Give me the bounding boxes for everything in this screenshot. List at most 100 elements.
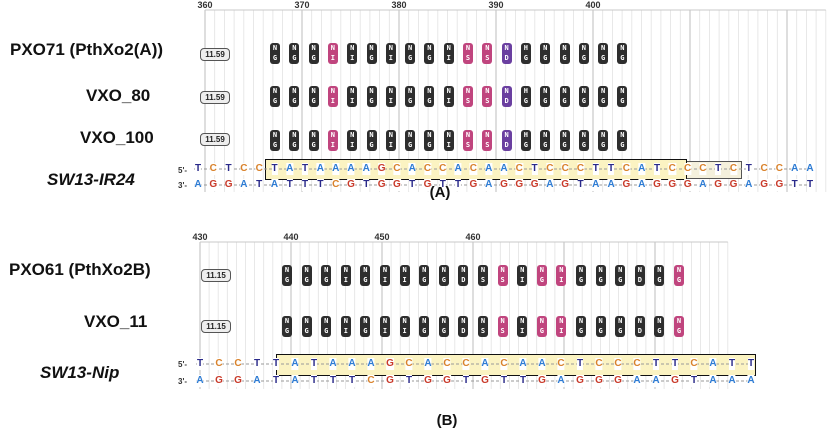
- rvd-residue-12: G: [363, 276, 368, 284]
- rvd-residue-13: N: [562, 131, 567, 139]
- target-label-nip: SW13-Nip: [40, 363, 120, 382]
- reverse-base: G: [386, 375, 394, 387]
- rvd-residue-13: H: [523, 44, 528, 52]
- rvd-residue-13: N: [465, 87, 471, 95]
- rvd-residue-12: S: [485, 97, 490, 105]
- rvd-residue-13: N: [461, 317, 466, 325]
- forward-base: C: [469, 163, 478, 175]
- reverse-base: A: [270, 179, 279, 191]
- reverse-strand-label: 3'-: [178, 181, 188, 190]
- rvd-residue-12: G: [562, 97, 567, 105]
- rvd-residue-13: N: [539, 266, 544, 274]
- score-badge: 11.15: [201, 269, 231, 282]
- reverse-base: T: [363, 179, 370, 191]
- rvd-residue-13: N: [422, 266, 427, 274]
- rvd-residue-12: S: [480, 276, 486, 284]
- rvd-residue-12: G: [407, 97, 413, 105]
- rvd-residue-12: D: [637, 276, 642, 284]
- forward-base: A: [791, 163, 799, 175]
- reverse-base: A: [652, 375, 660, 387]
- forward-base: A: [638, 163, 646, 175]
- rvd-residue-13: N: [407, 131, 413, 139]
- rvd-residue-12: G: [562, 141, 567, 149]
- forward-base: C: [775, 163, 784, 175]
- rvd-residue-13: N: [446, 131, 451, 139]
- reverse-base: G: [377, 179, 386, 191]
- reverse-strand-label: 3'-: [178, 377, 188, 386]
- rvd-residue-12: D: [504, 97, 509, 105]
- rvd-residue-12: G: [363, 327, 368, 335]
- target-label-ir24: SW13-IR24: [47, 170, 135, 189]
- rvd-residue-12: G: [581, 97, 586, 105]
- rvd-residue-12: G: [620, 97, 625, 105]
- rvd-residue-12: I: [520, 327, 525, 335]
- rvd-residue-12: S: [485, 141, 490, 149]
- reverse-base: T: [405, 375, 413, 387]
- rvd-residue-12: G: [311, 97, 316, 105]
- rvd-residue-12: G: [543, 97, 548, 105]
- rvd-residue-12: G: [676, 327, 682, 335]
- forward-base: C: [500, 358, 508, 370]
- rvd-residue-12: D: [504, 54, 509, 62]
- rvd-residue-13: N: [598, 317, 603, 325]
- reverse-base: G: [481, 375, 489, 387]
- row-label-vxo100: VXO_100: [80, 128, 154, 147]
- rvd-residue-12: G: [272, 97, 278, 105]
- forward-base: C: [729, 163, 738, 175]
- rvd-residue-13: N: [465, 131, 471, 139]
- rvd-residue-12: G: [581, 141, 586, 149]
- rvd-residue-13: N: [350, 131, 355, 139]
- rvd-residue-12: G: [539, 327, 544, 335]
- rvd-residue-13: N: [350, 44, 355, 52]
- panel-label-b: (B): [436, 412, 458, 429]
- forward-strand-backbone: [196, 363, 755, 365]
- rvd-residue-13: N: [598, 266, 603, 274]
- reverse-base: G: [423, 179, 432, 191]
- rvd-residue-13: H: [523, 87, 528, 95]
- ruler-tick-label: 380: [391, 0, 407, 10]
- forward-base: T: [302, 163, 309, 175]
- forward-base: A: [367, 358, 375, 370]
- rvd-residue-13: N: [324, 317, 329, 325]
- rvd-residue-13: N: [427, 131, 432, 139]
- rvd-residue-12: G: [284, 276, 290, 284]
- ruler-tick-label: 440: [283, 232, 299, 242]
- rvd-residue-13: N: [618, 317, 623, 325]
- reverse-base: T: [519, 375, 527, 387]
- reverse-base: C: [367, 375, 375, 387]
- ruler-tick-label: 360: [197, 0, 213, 10]
- forward-base: T: [225, 163, 232, 175]
- forward-base: C: [423, 163, 432, 175]
- reverse-base: G: [224, 179, 233, 191]
- reverse-base: G: [653, 179, 661, 191]
- forward-base: C: [595, 358, 603, 370]
- rvd-residue-13: N: [562, 44, 567, 52]
- forward-base: G: [386, 358, 394, 370]
- ruler-tick-label: 370: [294, 0, 310, 10]
- rvd-residue-13: N: [461, 266, 466, 274]
- reverse-base: G: [393, 179, 401, 191]
- rvd-residue-12: G: [543, 54, 548, 62]
